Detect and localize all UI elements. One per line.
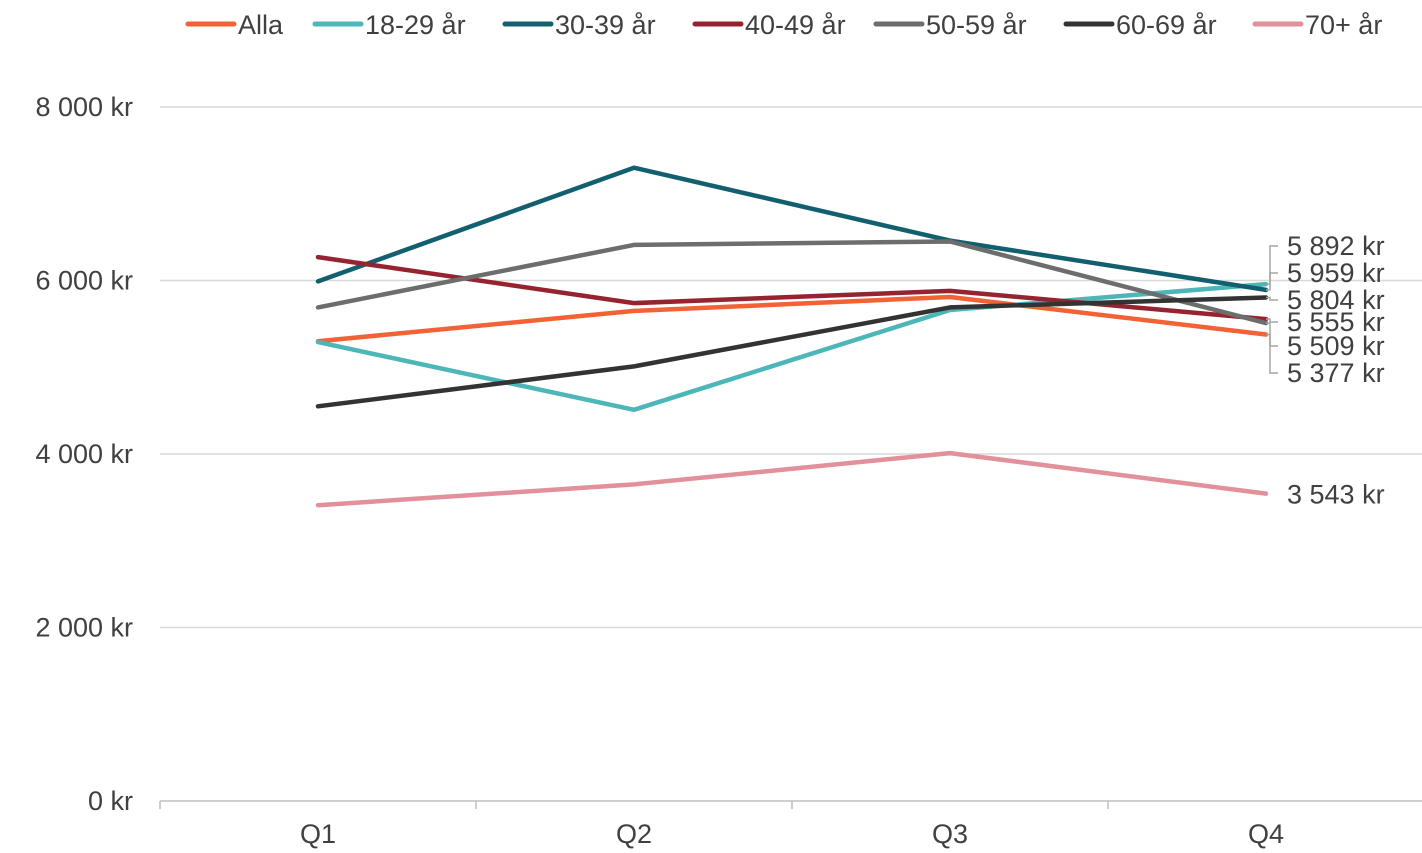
x-tick-label: Q4 [1248,819,1284,849]
y-tick-label: 2 000 kr [35,613,133,643]
x-axis: Q1 Q2 Q3 Q4 [159,800,1422,849]
legend-label: 70+ år [1305,10,1382,40]
label-leader-line [1266,245,1278,291]
label-leader-line [1266,272,1278,285]
legend-label: 50-59 år [926,10,1027,40]
legend-label: 18-29 år [365,10,466,40]
series-line-3 [315,165,1269,293]
series-line-7 [315,450,1269,508]
gridlines [160,106,1422,629]
end-label: 5 555 kr [1287,307,1385,337]
series-lines [315,165,1269,508]
legend: Alla 18-29 år 30-39 år 40-49 år 50-59 år 60-6… [185,10,1382,40]
y-tick-label: 4 000 kr [35,439,133,469]
x-tick-label: Q2 [616,819,652,849]
y-tick-label: 0 kr [88,786,133,816]
label-leader-line [1266,318,1278,323]
series-line-4 [315,254,1269,322]
x-tick-label: Q3 [932,819,968,849]
end-labels: 5 892 kr5 959 kr5 804 kr5 555 kr5 509 kr… [1266,231,1385,510]
end-label: 5 959 kr [1287,258,1385,288]
end-label: 3 543 kr [1287,480,1385,510]
series-line-1 [315,294,1269,344]
x-tick-label: Q1 [300,819,336,849]
y-tick-label: 8 000 kr [35,92,133,122]
end-label: 5 804 kr [1287,285,1385,315]
legend-label: 40-49 år [745,10,846,40]
legend-label: 60-69 år [1116,10,1217,40]
end-label: 5 509 kr [1287,331,1385,361]
legend-label: 30-39 år [555,10,656,40]
label-leader-line [1266,333,1278,374]
y-tick-label: 6 000 kr [35,266,133,296]
series-line-2 [315,281,1269,413]
end-label: 5 892 kr [1287,231,1385,261]
series-line-5 [315,239,1269,326]
legend-label: Alla [238,10,284,40]
y-axis: 0 kr 2 000 kr 4 000 kr 6 000 kr 8 000 kr [35,92,133,816]
series-line-6 [315,295,1269,409]
label-leader-line [1266,296,1278,301]
end-label: 5 377 kr [1287,358,1385,388]
